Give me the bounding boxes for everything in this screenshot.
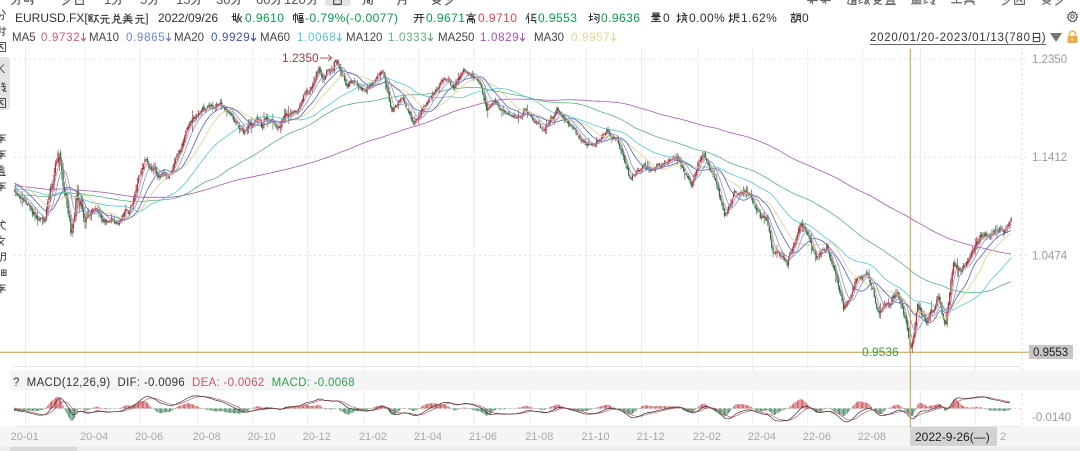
svg-text:1.2350: 1.2350 — [1032, 54, 1067, 66]
svg-text:20-10: 20-10 — [248, 431, 276, 443]
svg-text:2: 2 — [1000, 431, 1006, 443]
svg-text:22-02: 22-02 — [693, 431, 721, 443]
svg-text:21-08: 21-08 — [525, 431, 553, 443]
svg-text:21-10: 21-10 — [582, 431, 610, 443]
svg-text:21-02: 21-02 — [359, 431, 387, 443]
svg-text:21-04: 21-04 — [414, 431, 442, 443]
svg-text:1.0474: 1.0474 — [1032, 250, 1068, 262]
svg-text:22-06: 22-06 — [803, 431, 831, 443]
svg-text:1.1412: 1.1412 — [1032, 152, 1067, 164]
svg-text:20-04: 20-04 — [80, 431, 108, 443]
svg-text:-0.0140: -0.0140 — [1032, 412, 1071, 424]
svg-text:21-12: 21-12 — [637, 431, 665, 443]
svg-text:20-01: 20-01 — [11, 431, 39, 443]
svg-text:20-06: 20-06 — [135, 431, 163, 443]
svg-text:22-04: 22-04 — [748, 431, 776, 443]
svg-text:20-12: 20-12 — [303, 431, 331, 443]
svg-text:1.2350: 1.2350 — [282, 51, 319, 65]
svg-text:0.9553: 0.9553 — [1033, 347, 1068, 359]
svg-text:20-08: 20-08 — [193, 431, 221, 443]
svg-text:22-08: 22-08 — [858, 431, 886, 443]
svg-text:21-06: 21-06 — [469, 431, 497, 443]
svg-text:2022-9-26(—): 2022-9-26(—) — [915, 430, 990, 444]
svg-text:0.9536: 0.9536 — [862, 345, 899, 359]
